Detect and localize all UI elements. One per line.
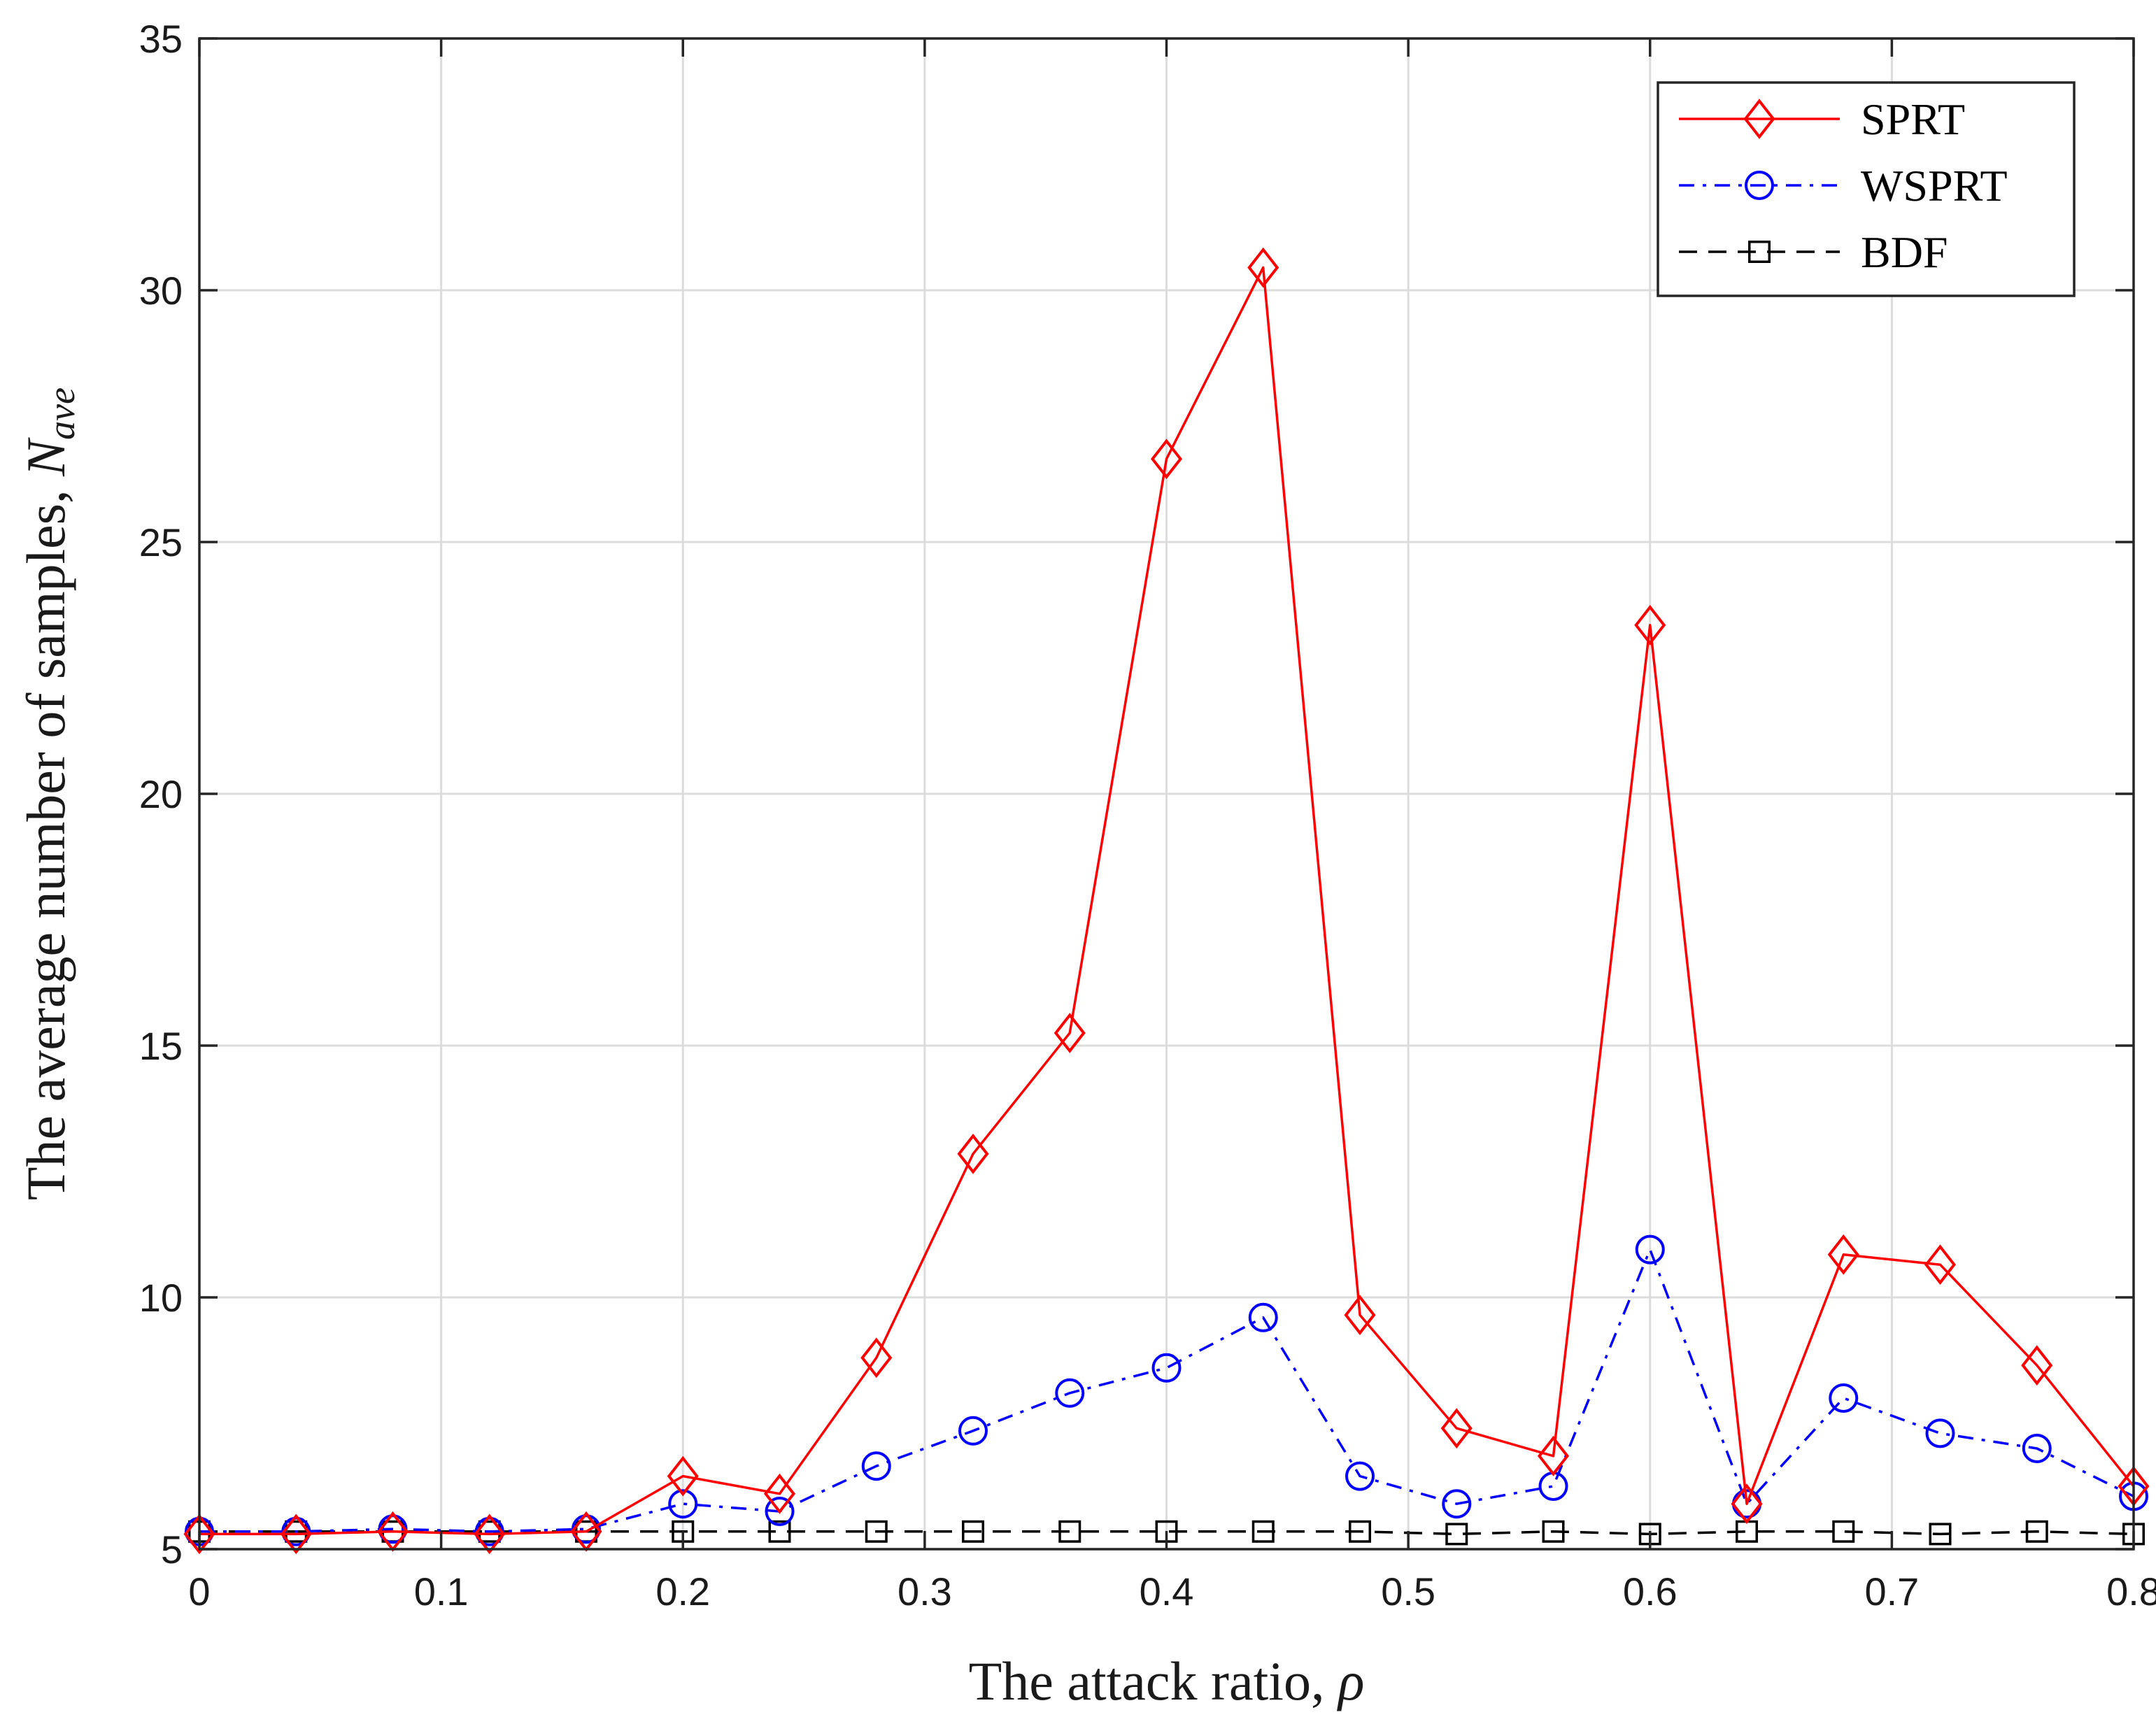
data-point-wsprt (1829, 1383, 1859, 1413)
data-point-sprt (1537, 1435, 1570, 1476)
x-axis-label: The attack ratio, ρ (969, 1651, 1365, 1711)
data-point-wsprt (1345, 1461, 1375, 1491)
legend-label-bdf: BDF (1861, 227, 1948, 277)
data-point-wsprt (765, 1497, 795, 1526)
data-point-bdf (1542, 1520, 1565, 1543)
x-tick-label: 0 (188, 1569, 210, 1614)
series-line-sprt (199, 266, 2135, 1536)
series-line-wsprt (199, 1248, 2134, 1533)
data-point-bdf (1445, 1523, 1468, 1546)
x-tick-label: 0.3 (898, 1569, 952, 1614)
data-point-wsprt (1635, 1234, 1665, 1265)
data-point-sprt (1924, 1244, 1957, 1285)
data-point-bdf (768, 1520, 791, 1543)
y-tick-label: 20 (139, 772, 183, 816)
data-point-sprt (1634, 604, 1666, 646)
legend-marker-sprt (1743, 99, 1775, 139)
y-tick-label: 35 (139, 17, 183, 61)
data-point-wsprt (1442, 1489, 1472, 1519)
x-tick-label: 0.4 (1140, 1569, 1194, 1614)
data-point-sprt (1827, 1234, 1859, 1275)
y-tick-label: 10 (139, 1276, 183, 1320)
data-point-wsprt (861, 1451, 891, 1481)
legend-label-wsprt: WSPRT (1861, 161, 2008, 211)
data-point-wsprt (668, 1489, 698, 1519)
data-point-wsprt (1925, 1418, 1955, 1448)
legend-label-sprt: SPRT (1861, 94, 1965, 144)
x-tick-label: 0.7 (1864, 1569, 1919, 1614)
data-point-sprt (1054, 1013, 1086, 1053)
x-tick-label: 0.8 (2106, 1569, 2156, 1614)
y-tick-label: 15 (139, 1024, 183, 1068)
legend-marker-wsprt (1745, 171, 1774, 200)
tick-labels: 0 0.1 0.2 0.3 0.4 0.5 0.6 0.7 0.8 5 10 15 20 25 30 35 (139, 17, 2156, 1614)
data-point-wsprt (1151, 1353, 1182, 1383)
data-point-sprt (1440, 1408, 1473, 1449)
data-point-sprt (1150, 439, 1183, 480)
data-point-wsprt (1055, 1378, 1085, 1408)
data-point-sprt (474, 1513, 506, 1555)
data-point-sprt (667, 1455, 699, 1497)
data-point-bdf (1251, 1520, 1275, 1543)
data-point-sprt (860, 1337, 893, 1379)
legend: SPRT WSPRT BDF (1657, 81, 2076, 297)
data-point-bdf (1832, 1520, 1855, 1543)
data-point-sprt (1731, 1483, 1763, 1525)
y-tick-label: 5 (161, 1527, 183, 1572)
data-point-sprt (957, 1133, 989, 1174)
x-tick-label: 0.2 (655, 1569, 710, 1614)
data-point-bdf (962, 1520, 984, 1543)
data-point-wsprt (2022, 1434, 2052, 1463)
y-axis-label: The average number of samples, Nave (15, 387, 83, 1200)
x-tick-label: 0.1 (414, 1569, 469, 1614)
y-tick-label: 30 (139, 269, 183, 313)
data-point-bdf (1349, 1520, 1371, 1543)
data-point-wsprt (1248, 1302, 1278, 1332)
y-tick-label: 25 (139, 520, 183, 564)
x-tick-label: 0.5 (1381, 1569, 1435, 1614)
data-point-sprt (1344, 1295, 1376, 1336)
data-point-bdf (2025, 1520, 2048, 1543)
data-point-bdf (1929, 1523, 1952, 1546)
x-tick-label: 0.6 (1623, 1569, 1678, 1614)
data-point-sprt (183, 1513, 215, 1555)
legend-marker-bdf (1748, 241, 1771, 263)
data-point-wsprt (958, 1416, 988, 1446)
data-point-sprt (2021, 1345, 2053, 1386)
axes (198, 37, 2135, 1551)
data-point-bdf (1058, 1520, 1081, 1543)
data-point-bdf (865, 1520, 888, 1543)
data-point-sprt (280, 1513, 312, 1555)
data-point-sprt (763, 1473, 796, 1514)
data-point-sprt (1247, 247, 1279, 288)
